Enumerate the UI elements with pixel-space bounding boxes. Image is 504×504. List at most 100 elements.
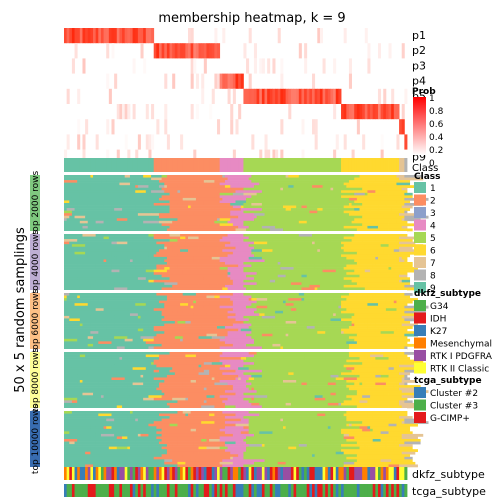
sampling-cell (243, 223, 258, 227)
sampling-cell (124, 220, 128, 224)
sampling-cell (372, 338, 387, 342)
sampling-cell (235, 441, 247, 445)
sampling-cell (256, 187, 260, 191)
heat-cell (185, 43, 189, 59)
sampling-cell (341, 318, 345, 322)
sampling-cell (143, 328, 155, 332)
sampling-cell (190, 228, 218, 232)
sampling-cell (90, 177, 115, 181)
sampling-cell (354, 328, 379, 332)
heat-cell (272, 149, 276, 165)
sampling-cell (246, 305, 252, 309)
sampling-cell (172, 215, 181, 219)
sampling-cell (404, 175, 424, 178)
sampling-cell (375, 382, 387, 386)
sampling-cell (282, 418, 302, 422)
class-cell (261, 158, 265, 172)
heat-cell (122, 28, 126, 44)
sampling-cell (122, 436, 128, 440)
heat-cell (203, 43, 207, 59)
sampling-cell (312, 305, 326, 309)
sampling-cell (77, 259, 104, 263)
sampling-cell (327, 397, 352, 401)
dkfz-subtype-cell (203, 467, 207, 480)
sampling-cell (248, 446, 265, 450)
sampling-cell (306, 205, 310, 209)
tcga-subtype-cell (327, 484, 331, 497)
sampling-cell (248, 267, 273, 270)
sampling-cell (135, 303, 147, 307)
sampling-cell (370, 318, 384, 322)
sampling-cell (100, 185, 107, 189)
sampling-cell (132, 300, 160, 304)
sampling-cell (346, 272, 368, 276)
sampling-cell (93, 210, 110, 214)
sampling-cell (364, 444, 387, 447)
sampling-cell (135, 185, 139, 189)
heat-cell (66, 88, 70, 104)
sampling-cell (309, 377, 313, 381)
sampling-cell (338, 333, 358, 337)
sampling-cell (103, 259, 107, 263)
sampling-cell (153, 269, 168, 273)
sampling-cell (275, 310, 284, 314)
sampling-cell (330, 180, 350, 183)
sampling-cell (248, 418, 255, 422)
class-cell (148, 158, 152, 172)
sampling-cell (201, 269, 228, 273)
sampling-cell (111, 357, 120, 360)
sampling-cell (243, 359, 247, 363)
sampling-cell (367, 423, 389, 427)
sampling-cell (195, 177, 207, 181)
heat-cell (124, 134, 128, 150)
sampling-cell (114, 293, 118, 296)
tcga-subtype-cell (90, 484, 94, 497)
heat-cell (259, 149, 263, 165)
sampling-cell (261, 338, 268, 342)
sampling-cell (129, 264, 157, 268)
sampling-cell (354, 385, 382, 388)
sampling-cell (230, 428, 250, 432)
sampling-cell (69, 364, 78, 368)
sampling-cell (362, 362, 371, 366)
sampling-cell (383, 354, 408, 358)
sampling-cell (317, 249, 321, 253)
sampling-cell (401, 380, 416, 383)
sampling-cell (399, 444, 413, 447)
heat-cell (153, 43, 157, 59)
sampling-cell (341, 328, 355, 332)
heat-cell (161, 43, 165, 59)
dkfz-subtype-cell (267, 467, 271, 480)
sampling-cell (364, 287, 392, 291)
sampling-cell (277, 262, 281, 265)
sampling-cell (143, 352, 149, 355)
sampling-cell (111, 352, 118, 355)
sampling-cell (362, 223, 389, 227)
class-cell (377, 158, 382, 172)
tcga-subtype-cell (319, 484, 323, 497)
heat-cell (190, 28, 194, 44)
class-cell (372, 158, 376, 172)
class-annotation-row (64, 158, 408, 172)
tcga-subtype-cell (217, 484, 221, 497)
sampling-cell (145, 423, 149, 427)
heat-cell (333, 149, 337, 165)
dkfz-subtype-cell (129, 467, 133, 480)
dkfz-subtype-cell (370, 467, 374, 480)
sampling-cell (190, 305, 194, 309)
sampling-cell (185, 239, 207, 242)
sampling-cell (285, 274, 302, 278)
sampling-cell (367, 446, 371, 450)
sampling-cell (64, 392, 73, 396)
sampling-cell (290, 390, 318, 394)
sampling-cell (377, 380, 389, 383)
sampling-cell (182, 272, 202, 276)
sampling-cell (370, 402, 382, 406)
sampling-cell (293, 367, 313, 371)
class-cell (388, 158, 392, 172)
sampling-cell (235, 392, 244, 396)
sampling-cell (153, 421, 160, 425)
sampling-cell (251, 364, 271, 368)
sampling-cell (312, 405, 331, 409)
sampling-cell (343, 413, 368, 417)
